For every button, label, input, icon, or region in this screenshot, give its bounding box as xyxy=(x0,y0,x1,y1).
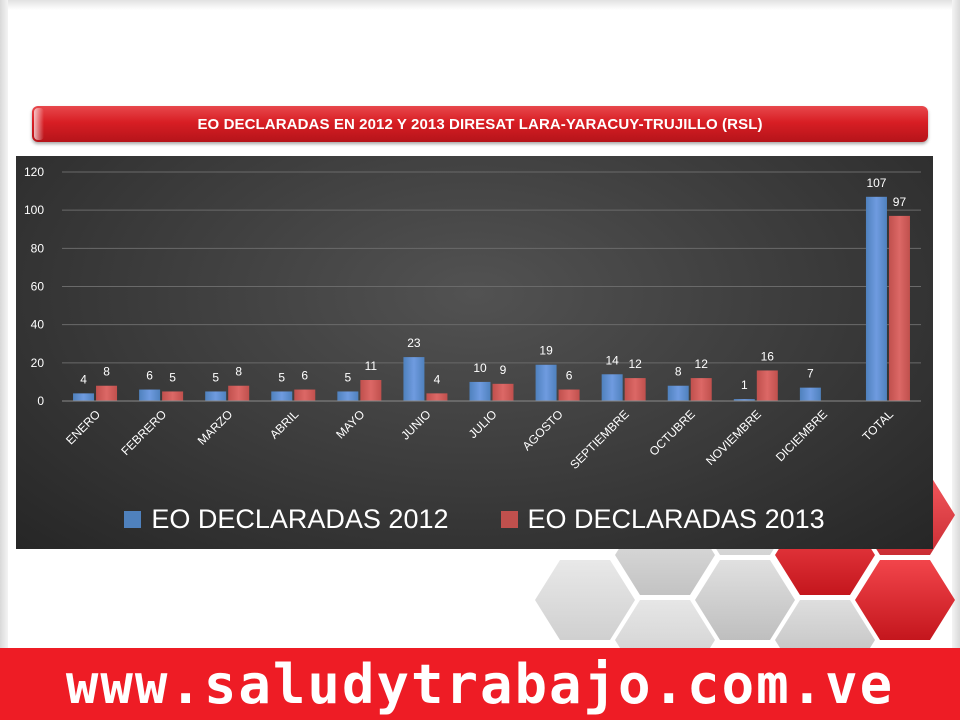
y-tick-label-100: 100 xyxy=(24,203,44,217)
bar-2012-marzo xyxy=(205,391,227,401)
y-tick-label-80: 80 xyxy=(31,241,45,255)
data-label-2013-julio: 9 xyxy=(500,363,507,377)
legend-swatch-2013 xyxy=(500,510,518,528)
y-tick-label-120: 120 xyxy=(24,165,44,179)
bar-2012-septiembre xyxy=(601,374,623,401)
bar-2012-agosto xyxy=(535,364,557,401)
data-label-2013-mayo: 11 xyxy=(365,359,378,373)
bar-2012-diciembre xyxy=(799,387,821,401)
bar-2013-enero xyxy=(96,385,118,401)
bar-2013-octubre xyxy=(690,378,712,401)
bar-2013-febrero xyxy=(162,391,184,401)
bar-2012-enero xyxy=(73,393,95,401)
bar-2012-febrero xyxy=(139,389,161,401)
footer-bar: www.saludytrabajo.com.ve xyxy=(0,648,960,720)
data-label-2013-marzo: 8 xyxy=(235,365,242,379)
data-label-2012-mayo: 5 xyxy=(345,370,352,384)
data-label-2012-diciembre: 7 xyxy=(807,367,814,381)
bar-2013-mayo xyxy=(360,380,382,401)
data-label-2012-agosto: 19 xyxy=(539,344,553,358)
x-tick-label-julio: JULIO xyxy=(466,407,500,441)
x-tick-label-enero: ENERO xyxy=(63,407,103,447)
bar-2013-noviembre xyxy=(756,370,778,401)
data-label-2012-julio: 10 xyxy=(473,361,487,375)
data-label-2012-febrero: 6 xyxy=(146,369,153,383)
chart-legend: EO DECLARADAS 2012 EO DECLARADAS 2013 xyxy=(16,496,933,542)
x-tick-label-agosto: AGOSTO xyxy=(520,407,566,453)
data-label-2013-junio: 4 xyxy=(434,372,441,386)
legend-swatch-2012 xyxy=(124,510,142,528)
bar-2013-agosto xyxy=(558,389,580,401)
bar-2012-octubre xyxy=(667,385,689,401)
x-tick-label-febrero: FEBRERO xyxy=(118,407,169,458)
x-tick-label-noviembre: NOVIEMBRE xyxy=(703,407,764,468)
bar-2013-marzo xyxy=(228,385,250,401)
bar-2012-noviembre xyxy=(733,399,755,401)
chart-title: EO DECLARADAS EN 2012 Y 2013 DIRESAT LAR… xyxy=(197,115,763,133)
bar-2012-mayo xyxy=(337,391,359,401)
data-label-2013-febrero: 5 xyxy=(169,370,176,384)
title-banner: EO DECLARADAS EN 2012 Y 2013 DIRESAT LAR… xyxy=(32,106,928,142)
bar-2013-julio xyxy=(492,383,514,401)
data-label-2013-octubre: 12 xyxy=(695,357,709,371)
x-tick-label-septiembre: SEPTIEMBRE xyxy=(567,407,632,472)
data-label-2013-enero: 8 xyxy=(103,365,110,379)
bar-2013-total xyxy=(888,215,910,401)
bar-2013-junio xyxy=(426,393,448,401)
data-label-2012-total: 107 xyxy=(866,176,886,190)
data-label-2013-abril: 6 xyxy=(301,369,308,383)
bar-2012-julio xyxy=(469,381,491,401)
bar-2012-total xyxy=(865,196,887,401)
slide-left-edge xyxy=(0,0,8,648)
data-label-2013-agosto: 6 xyxy=(566,369,573,383)
x-tick-label-junio: JUNIO xyxy=(398,407,433,442)
data-label-2012-junio: 23 xyxy=(407,336,421,350)
bar-2013-abril xyxy=(294,389,316,401)
footer-website-url[interactable]: www.saludytrabajo.com.ve xyxy=(65,652,895,716)
y-tick-label-60: 60 xyxy=(31,280,45,294)
data-label-2013-noviembre: 16 xyxy=(761,349,775,363)
x-tick-label-marzo: MARZO xyxy=(195,407,236,448)
y-tick-label-20: 20 xyxy=(31,356,45,370)
data-label-2013-total: 97 xyxy=(893,195,907,209)
legend-label-2012: EO DECLARADAS 2012 xyxy=(151,503,449,534)
data-label-2012-noviembre: 1 xyxy=(741,378,748,392)
legend-item-2012: EO DECLARADAS 2012 xyxy=(124,503,449,535)
data-label-2012-marzo: 5 xyxy=(212,370,219,384)
x-tick-label-total: TOTAL xyxy=(860,407,897,444)
legend-label-2013: EO DECLARADAS 2013 xyxy=(527,503,825,534)
data-label-2012-septiembre: 14 xyxy=(605,353,619,367)
x-tick-label-octubre: OCTUBRE xyxy=(646,407,697,458)
legend-item-2013: EO DECLARADAS 2013 xyxy=(500,503,825,535)
bar-2012-junio xyxy=(403,357,425,401)
slide-right-edge xyxy=(952,0,960,648)
data-label-2012-octubre: 8 xyxy=(675,365,682,379)
banner-shine xyxy=(34,108,44,140)
y-tick-label-40: 40 xyxy=(31,318,45,332)
x-tick-label-diciembre: DICIEMBRE xyxy=(773,407,830,464)
x-tick-label-abril: ABRIL xyxy=(267,407,302,442)
bar-chart: 0 20 40 60 80 100 120 4 8 ENERO 6 5 FEBRERO 5 8 MARZO 5 6… xyxy=(24,165,921,472)
chart-panel: 0 20 40 60 80 100 120 4 8 ENERO 6 5 FEBRERO 5 8 MARZO 5 6… xyxy=(16,156,933,549)
data-label-2012-abril: 5 xyxy=(278,370,285,384)
bar-2012-abril xyxy=(271,391,293,401)
data-label-2013-septiembre: 12 xyxy=(628,357,642,371)
data-label-2012-enero: 4 xyxy=(80,372,87,386)
x-tick-label-mayo: MAYO xyxy=(333,407,367,441)
y-tick-label-0: 0 xyxy=(37,394,44,408)
slide-top-edge xyxy=(0,0,960,10)
bar-2013-septiembre xyxy=(624,378,646,401)
